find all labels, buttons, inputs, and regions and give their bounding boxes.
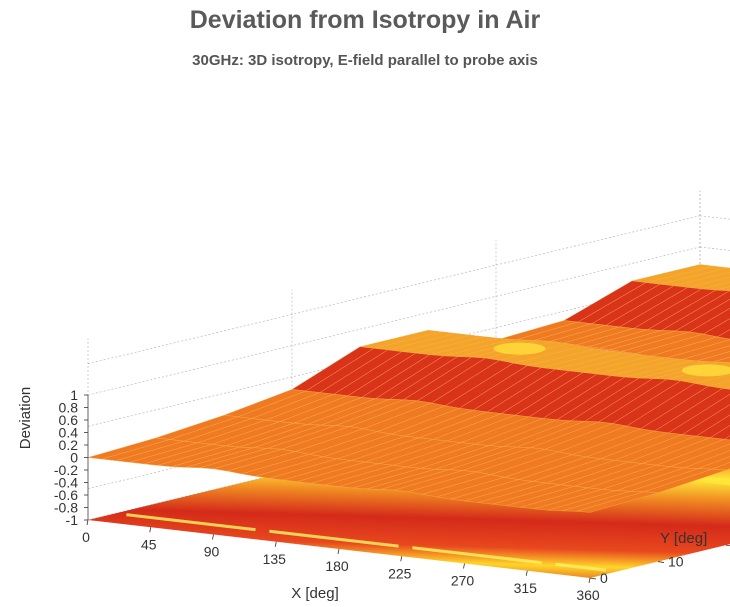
x-tick-mark xyxy=(212,534,214,540)
x-tick-label: 90 xyxy=(204,544,220,560)
z-tick-label: -0.4 xyxy=(54,475,78,491)
chart-title: Deviation from Isotropy in Air xyxy=(189,6,541,34)
y-tick-mark xyxy=(589,577,597,580)
y-tick-mark xyxy=(725,544,730,547)
x-tick-mark xyxy=(525,570,528,576)
z-tick-label: 0.2 xyxy=(59,437,79,453)
x-tick-label: 45 xyxy=(141,536,157,552)
z-tick-label: 1 xyxy=(70,387,78,403)
z-tick-label: 0.4 xyxy=(59,425,79,441)
y-axis-label: Y [deg] xyxy=(660,530,707,547)
z-tick-label: -0.6 xyxy=(54,487,78,503)
x-tick-label: 180 xyxy=(325,558,349,574)
z-tick-label: -0.2 xyxy=(54,462,78,478)
y-tick-label: 0 xyxy=(600,570,608,586)
floor-band xyxy=(126,513,607,572)
surface-mesh xyxy=(87,264,730,513)
x-tick-label: 0 xyxy=(82,529,90,545)
z-tick-label: -0.8 xyxy=(54,500,78,516)
grid-line xyxy=(87,215,701,365)
z-tick-label: 0.8 xyxy=(59,400,79,416)
surface-face xyxy=(723,435,730,441)
peak-highlight xyxy=(493,342,546,355)
x-tick-mark xyxy=(400,556,403,562)
x-axis-label: X [deg] xyxy=(291,585,339,602)
chart-subtitle: 30GHz: 3D isotropy, E-field parallel to … xyxy=(192,52,538,69)
y-tick-label: 10 xyxy=(668,554,684,570)
x-tick-label: 135 xyxy=(263,551,287,567)
z-axis-label: Deviation xyxy=(17,387,34,450)
z-tick-label: 0.6 xyxy=(59,412,79,428)
z-tick-label: 0 xyxy=(70,450,78,466)
x-tick-mark xyxy=(274,541,277,547)
x-tick-label: 315 xyxy=(514,580,538,596)
x-tick-label: 225 xyxy=(388,565,412,581)
grid-line xyxy=(87,246,701,396)
x-tick-mark xyxy=(588,577,591,584)
x-tick-mark xyxy=(337,548,340,555)
surface-face xyxy=(722,386,730,390)
peak-highlight xyxy=(681,364,730,377)
x-tick-mark xyxy=(463,563,465,569)
x-tick-mark xyxy=(149,527,152,533)
surface-face xyxy=(576,491,659,513)
x-tick-mark xyxy=(86,519,89,526)
x-tick-label: 360 xyxy=(576,587,600,603)
z-tick-label: -1 xyxy=(66,512,79,528)
y-tick-mark xyxy=(657,561,665,563)
x-tick-label: 270 xyxy=(451,573,475,589)
axes: 0459013518022527031536001020304050607080… xyxy=(54,387,730,603)
